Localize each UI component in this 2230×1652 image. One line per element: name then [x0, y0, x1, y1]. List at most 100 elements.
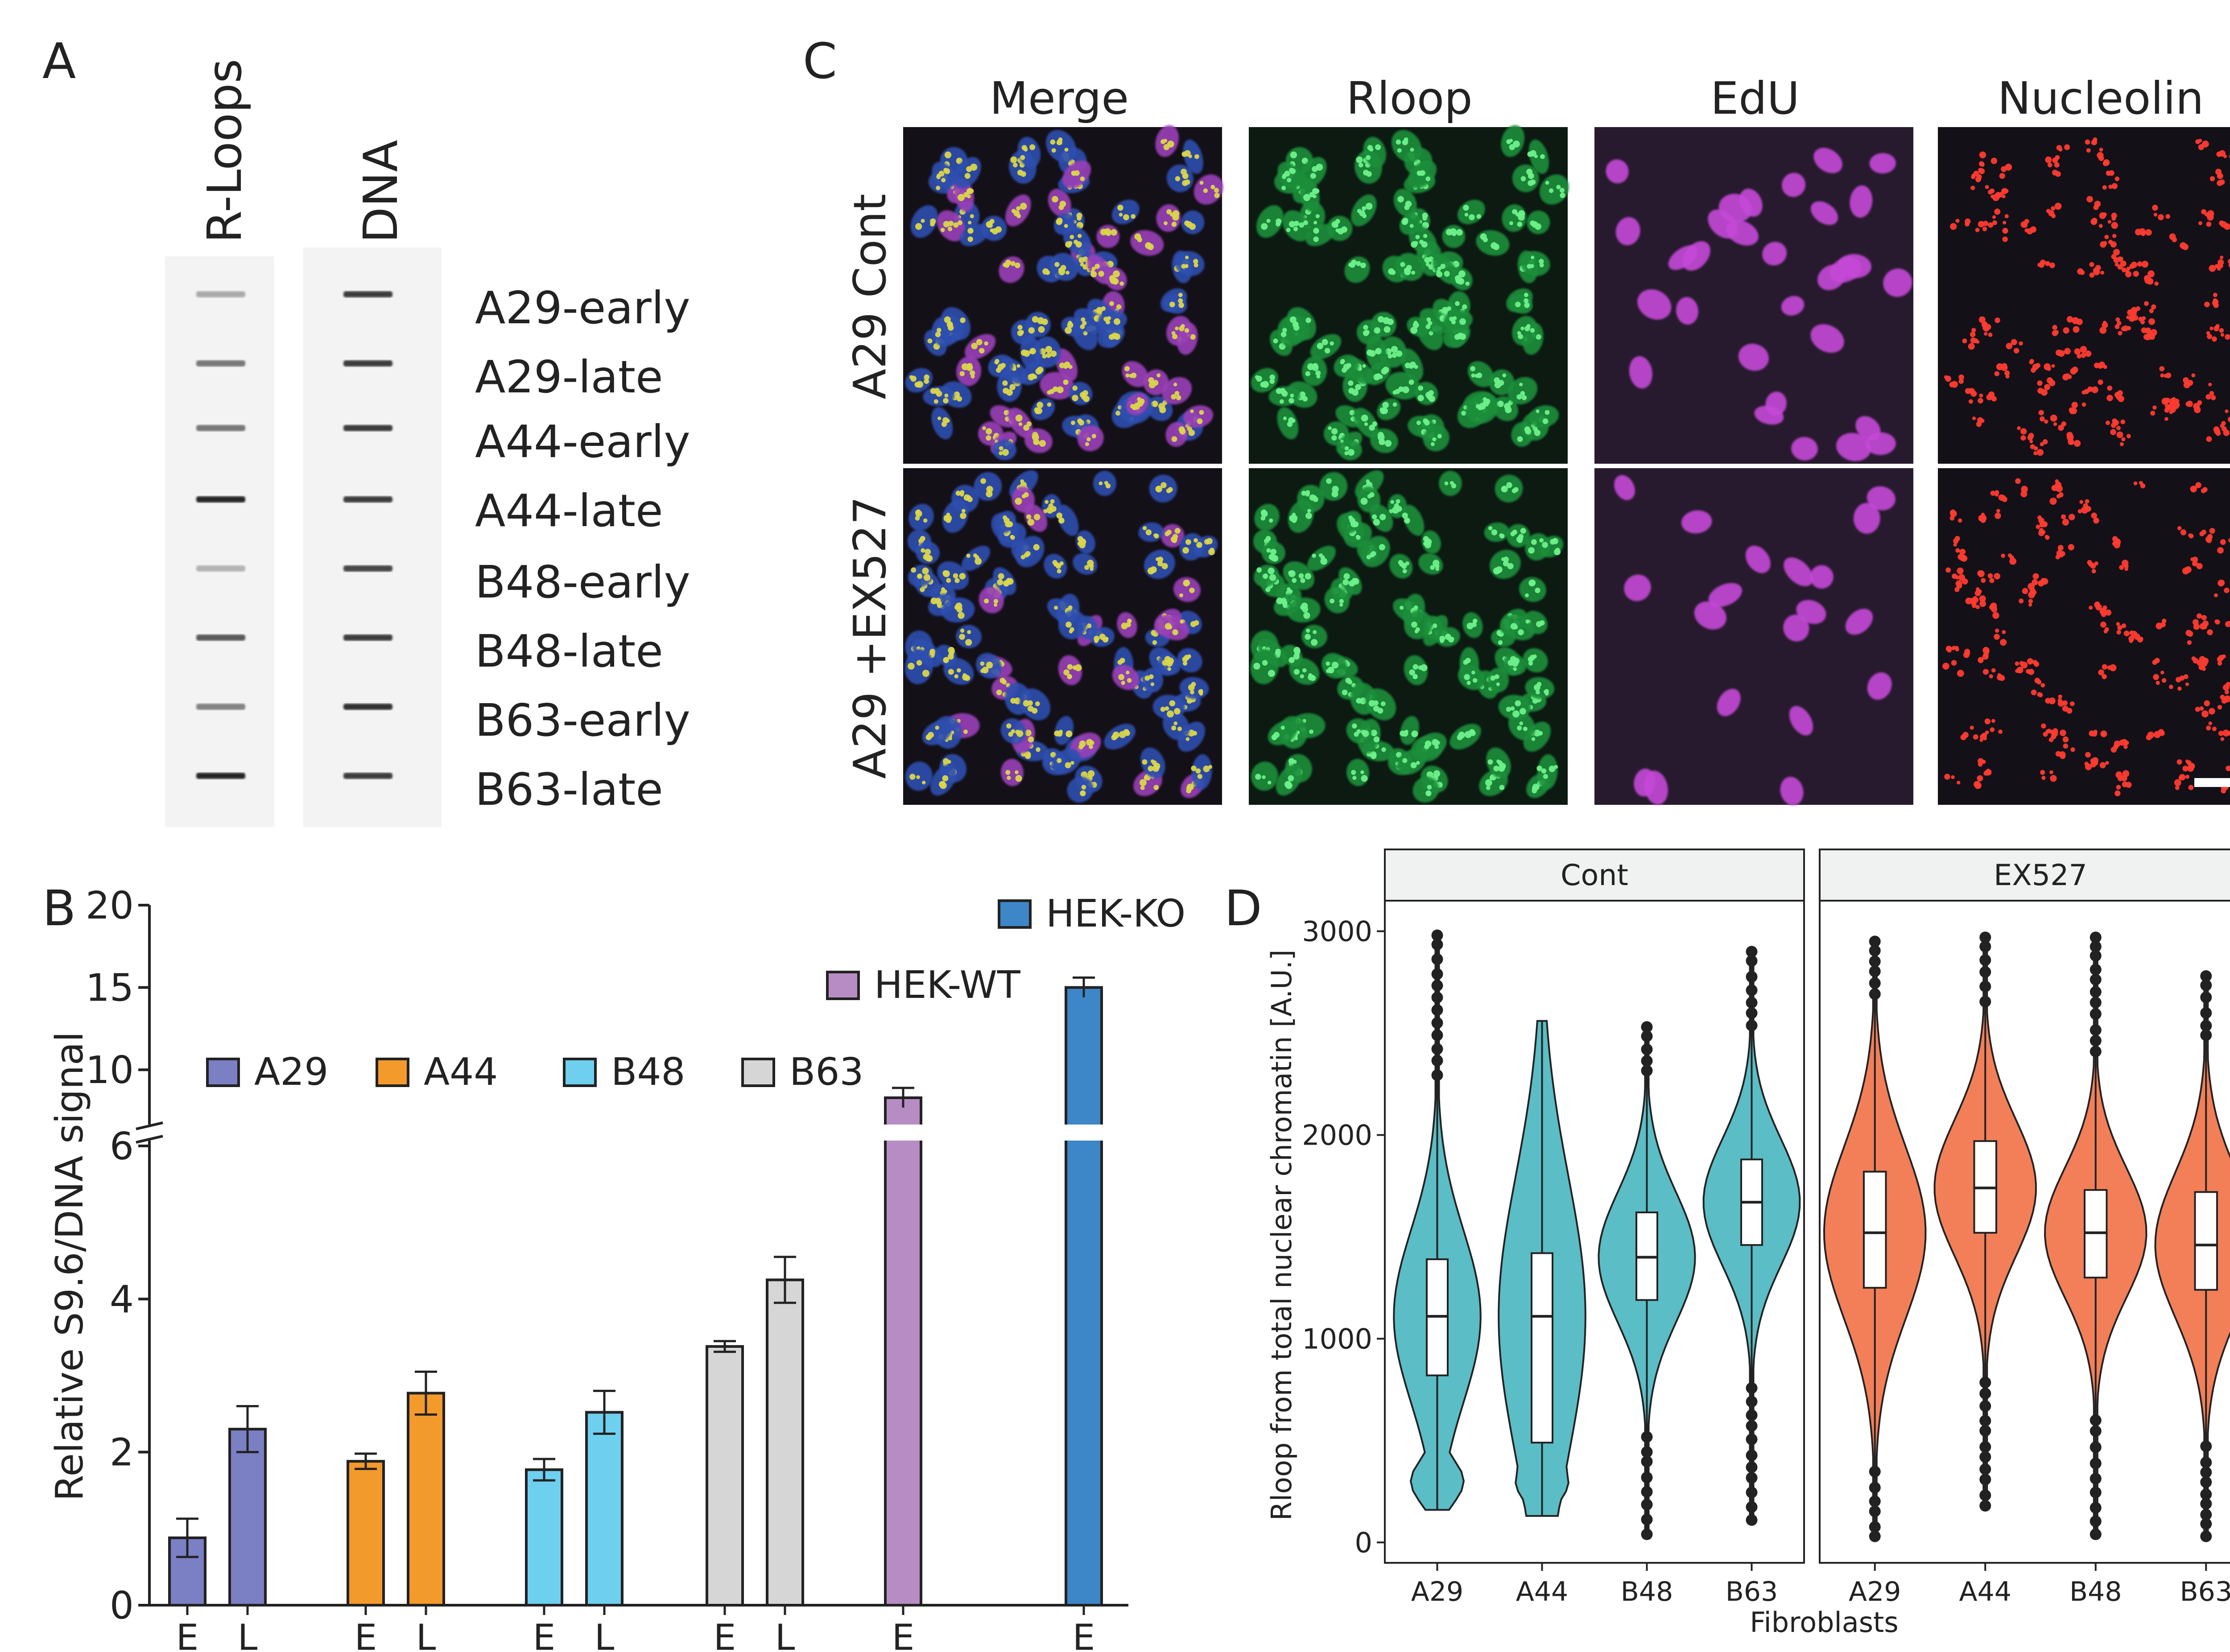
nucleolus-focus [2206, 436, 2212, 442]
nucleus [1443, 309, 1473, 331]
nucleolus-focus [923, 574, 931, 581]
nucleus [1191, 754, 1212, 790]
nucleolus-focus [1414, 365, 1418, 369]
nucleolus-focus [1045, 270, 1050, 275]
outlier-point [2200, 1518, 2212, 1530]
nucleolus-focus [2190, 557, 2194, 561]
nucleolus-focus [1008, 732, 1013, 737]
nucleus [1867, 486, 1896, 511]
microscopy-tile-rloop [1249, 125, 1569, 464]
nucleolus-focus [1167, 657, 1174, 665]
nucleolus-focus [2085, 139, 2090, 145]
bar-B48-L [585, 1411, 624, 1607]
x-tick-label: B63 [1726, 1576, 1778, 1607]
nucleolus-focus [1397, 196, 1404, 203]
nucleus [1624, 574, 1651, 601]
nucleolus-focus [1291, 515, 1298, 522]
nucleolus-focus [2195, 482, 2201, 488]
nucleolus-focus [1057, 569, 1061, 573]
nucleus [1523, 648, 1548, 673]
nucleolus-focus [2114, 176, 2120, 181]
row-label: B48-early [475, 556, 690, 608]
nucleolus-focus [2037, 515, 2042, 520]
nucleolus-focus [1166, 209, 1172, 214]
nucleolus-focus [1129, 374, 1133, 378]
nucleolus-focus [2198, 144, 2205, 150]
outlier-point [1979, 1500, 1991, 1512]
nucleolus-focus [925, 548, 931, 555]
nucleolus-focus [1006, 389, 1013, 396]
nucleolus-focus [1955, 218, 1960, 223]
nucleolus-focus [1017, 330, 1024, 336]
nucleolus-focus [2091, 386, 2098, 393]
nucleolus-focus [2051, 214, 2056, 218]
nucleolus-focus [1464, 213, 1469, 217]
nucleolus-focus [2100, 732, 2105, 737]
nucleolus-focus [2113, 744, 2118, 750]
nucleolus-focus [2102, 185, 2107, 190]
outlier-point [2090, 964, 2102, 976]
nucleolus-focus [963, 729, 968, 734]
nucleolus-focus [1348, 380, 1354, 386]
nucleolus-focus [1994, 208, 2001, 215]
nucleolus-focus [1164, 221, 1168, 225]
nucleolus-focus [2191, 373, 2196, 378]
nucleolus-focus [942, 570, 948, 576]
nucleolus-focus [1173, 721, 1178, 725]
nucleolus-focus [2120, 260, 2127, 267]
nucleolus-focus [1958, 379, 1964, 384]
nucleolus-focus [1416, 420, 1421, 425]
axis-break-mark [136, 1121, 163, 1130]
nucleolus-focus [1359, 697, 1367, 704]
nucleolus-focus [1420, 170, 1425, 176]
nucleolus-focus [1419, 239, 1424, 244]
nucleolus-focus [2225, 690, 2229, 695]
nucleolus-focus [2214, 428, 2221, 435]
nucleolus-focus [953, 573, 958, 579]
nucleolus-focus [1540, 154, 1545, 159]
panel-c: C Merge Rloop EdU Nucleolin A29 Cont A29… [803, 33, 2230, 806]
nucleolus-focus [993, 599, 999, 604]
outlier-point [1746, 1409, 1758, 1421]
nucleolus-focus [1185, 737, 1190, 741]
outlier-point [1746, 997, 1758, 1009]
outlier-point [1746, 955, 1758, 967]
nucleolus-focus [2080, 346, 2087, 353]
nucleolus-focus [1142, 759, 1148, 765]
nucleolus-focus [2091, 569, 2096, 573]
nucleolus-focus [1465, 281, 1470, 286]
nucleolus-focus [2208, 708, 2215, 715]
nucleolus-focus [1315, 228, 1319, 232]
outlier-point [1746, 1487, 1758, 1499]
box-A29 [1863, 1170, 1887, 1289]
outlier-point [1431, 968, 1443, 980]
row-label-a29-cont: A29 Cont [844, 194, 896, 399]
nucleolus-focus [1313, 221, 1317, 225]
nucleolus-focus [2219, 220, 2225, 226]
nucleolus-focus [1439, 635, 1445, 642]
nucleolus-focus [1951, 660, 1957, 666]
nucleolus-focus [2055, 555, 2060, 560]
nucleolus-focus [1032, 433, 1039, 441]
nucleolus-focus [935, 725, 939, 730]
outlier-point [1641, 1471, 1653, 1483]
nucleolus-focus [1536, 409, 1540, 413]
nucleolus-focus [2058, 424, 2064, 431]
legend-label: B48 [611, 1050, 685, 1094]
nucleolus-focus [1539, 259, 1544, 264]
nucleolus-focus [1145, 529, 1152, 536]
nucleolus-focus [1270, 554, 1277, 561]
nucleolus-focus [924, 554, 931, 561]
nucleolus-focus [1171, 331, 1176, 335]
box-A44 [1531, 1252, 1553, 1444]
microscopy-tile-merge [903, 125, 1223, 464]
nucleolus-focus [1340, 360, 1345, 365]
outlier-point [1431, 1069, 1443, 1081]
nucleolus-focus [1398, 386, 1404, 392]
nucleolus-focus [1362, 364, 1366, 368]
nucleolus-focus [1398, 560, 1403, 565]
nucleolus-focus [2199, 531, 2205, 536]
nucleolus-focus [1513, 667, 1517, 671]
nucleolus-focus [2049, 498, 2057, 505]
